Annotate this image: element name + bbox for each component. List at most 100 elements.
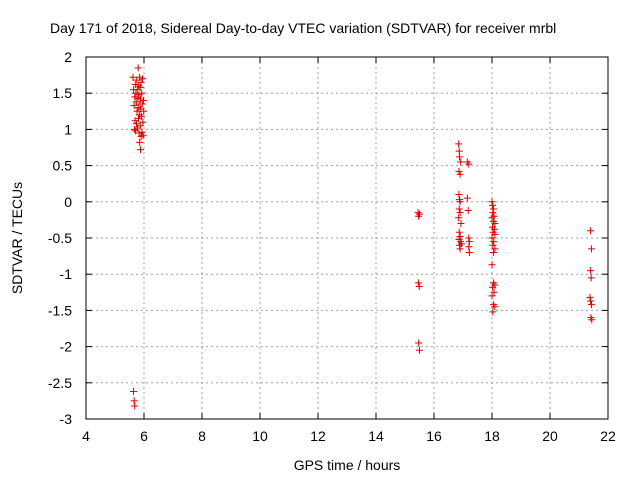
y-tick-label: 2 (64, 49, 72, 65)
x-tick-label: 16 (426, 428, 442, 444)
data-point (587, 245, 595, 253)
data-point (137, 78, 145, 86)
y-axis-label: SDTVAR / TECUs (9, 182, 25, 294)
y-tick-label: 1 (64, 121, 72, 137)
x-tick-label: 6 (140, 428, 148, 444)
data-point (139, 131, 147, 139)
x-tick-label: 12 (310, 428, 326, 444)
data-point (489, 248, 497, 256)
data-point (416, 346, 423, 354)
data-point (465, 234, 473, 242)
data-point (414, 279, 422, 287)
data-point (415, 339, 423, 347)
data-point (131, 402, 139, 410)
data-point (488, 234, 496, 242)
data-point (488, 261, 496, 269)
data-point (489, 283, 497, 291)
data-point (458, 240, 466, 248)
data-point (489, 201, 497, 209)
data-point (136, 83, 144, 91)
data-point (464, 206, 472, 214)
data-point (130, 397, 138, 405)
data-point (456, 233, 464, 241)
data-point (490, 225, 498, 233)
data-point (135, 82, 143, 90)
data-point (587, 297, 595, 305)
y-tick-labels: -3 -2.5 -2 -1.5 -1 -0.5 0 0.5 1 1.5 2 (48, 49, 72, 427)
data-point (457, 158, 465, 166)
x-tick-label: 18 (484, 428, 500, 444)
data-point (132, 98, 140, 106)
data-point (455, 140, 463, 148)
grid-lines (86, 57, 608, 419)
data-point (455, 228, 463, 236)
data-point (587, 267, 595, 275)
y-tick-label: -2.5 (48, 375, 72, 391)
data-point (129, 73, 137, 81)
data-point (416, 210, 423, 218)
data-point (463, 194, 471, 202)
data-point (135, 129, 143, 137)
data-point (488, 198, 496, 206)
data-point (139, 75, 147, 83)
y-tick-label: -3 (60, 411, 73, 427)
data-point (136, 73, 144, 81)
x-axis-label: GPS time / hours (294, 457, 401, 473)
data-point (490, 238, 498, 246)
chart-title: Day 171 of 2018, Sidereal Day-to-day VTE… (50, 20, 556, 36)
data-point (139, 96, 147, 104)
x-tick-label: 14 (368, 428, 384, 444)
data-point (138, 128, 146, 136)
y-tick-label: 0 (64, 194, 72, 210)
data-point (137, 146, 145, 154)
data-point (491, 230, 499, 238)
data-point (489, 205, 497, 213)
data-point (455, 191, 463, 199)
data-point (140, 107, 148, 115)
data-point (139, 118, 147, 126)
data-point (456, 245, 464, 253)
data-point (133, 107, 141, 115)
x-tick-labels: 4 6 8 10 12 14 16 18 20 22 (82, 428, 616, 444)
data-point (137, 95, 145, 103)
data-point (414, 209, 422, 217)
data-point (133, 76, 141, 84)
data-point (465, 160, 473, 168)
data-point (455, 205, 463, 213)
data-point (132, 120, 140, 128)
data-point (131, 93, 139, 101)
y-tick-label: 1.5 (53, 85, 73, 101)
data-point (491, 245, 499, 253)
y-tick-label: -2 (60, 339, 73, 355)
data-point (491, 303, 499, 311)
data-point (138, 89, 146, 97)
data-point (488, 214, 496, 222)
x-tick-label: 4 (82, 428, 90, 444)
data-point (456, 170, 464, 178)
y-tick-label: -0.5 (48, 230, 72, 246)
axis-ticks (85, 56, 609, 420)
data-points (129, 64, 596, 410)
data-point (456, 153, 464, 161)
data-point (131, 81, 139, 89)
data-point (489, 209, 497, 217)
data-point (415, 283, 423, 291)
x-tick-label: 22 (600, 428, 616, 444)
data-point (130, 387, 138, 395)
data-point (491, 220, 499, 228)
data-point (455, 214, 463, 222)
data-point (586, 293, 594, 301)
data-point (134, 64, 142, 72)
data-point (490, 288, 498, 296)
data-point (456, 198, 464, 206)
data-point (465, 243, 473, 251)
data-point (588, 316, 596, 324)
x-tick-label: 8 (198, 428, 206, 444)
data-point (137, 112, 145, 120)
data-point (489, 308, 497, 316)
y-tick-label: 0.5 (53, 158, 73, 174)
x-tick-label: 10 (252, 428, 268, 444)
data-point (587, 227, 595, 235)
data-point (136, 122, 144, 130)
data-point (130, 102, 138, 110)
